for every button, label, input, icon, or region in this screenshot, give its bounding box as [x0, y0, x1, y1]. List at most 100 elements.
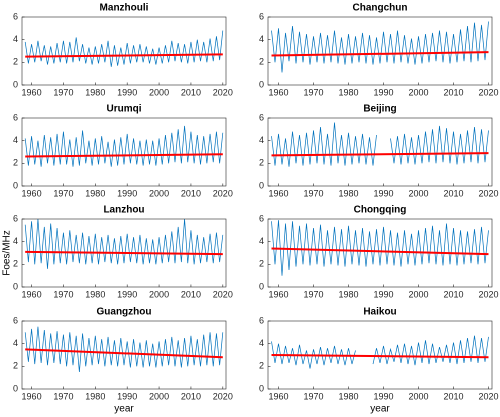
y-tick-label: 2: [13, 158, 18, 168]
x-tick-label: 2000: [149, 188, 169, 198]
x-tick-label: 2000: [408, 188, 428, 198]
x-tick-label: 1970: [303, 289, 323, 299]
y-tick-label: 4: [13, 236, 18, 246]
y-tick-label: 6: [259, 315, 264, 325]
y-tick-label: 6: [259, 112, 264, 122]
y-tick-label: 2: [13, 57, 18, 67]
y-tick-label: 0: [13, 383, 18, 393]
trend-line: [271, 354, 489, 359]
x-tick-label: 2020: [478, 87, 498, 97]
trend-line: [25, 348, 223, 359]
y-tick-label: 2: [259, 57, 264, 67]
panel-title: Lanzhou: [103, 205, 144, 216]
axes-box: [21, 218, 227, 288]
y-tick-label: 0: [13, 180, 18, 190]
y-tick-label: 4: [13, 34, 18, 44]
x-tick-label: 1980: [338, 87, 358, 97]
y-tick-label: 4: [259, 135, 264, 145]
x-tick-label: 2010: [443, 188, 463, 198]
x-tick-label: 1990: [373, 188, 393, 198]
trend-line: [271, 51, 489, 57]
y-tick-label: 0: [259, 180, 264, 190]
x-tick-label: 1970: [53, 87, 73, 97]
y-tick-label: 6: [13, 315, 18, 325]
x-tick-label: 1960: [268, 87, 288, 97]
x-tick-label: 2020: [213, 188, 233, 198]
plot-background: [268, 118, 492, 186]
y-tick-label: 6: [13, 213, 18, 223]
plot-background: [22, 118, 226, 186]
x-tick-label: 1980: [338, 289, 358, 299]
y-tick-label: 0: [259, 79, 264, 89]
plot-background: [268, 17, 492, 85]
x-tick-label: 1960: [22, 87, 42, 97]
y-tick-label: 4: [259, 236, 264, 246]
x-tick-label: 1970: [53, 289, 73, 299]
x-tick-label: 1980: [85, 391, 105, 401]
x-tick-label: 1960: [22, 289, 42, 299]
x-axis-label: year: [370, 404, 390, 415]
panel-title: Beijing: [363, 104, 396, 115]
x-tick-label: 1990: [373, 289, 393, 299]
y-tick-label: 6: [259, 11, 264, 21]
x-tick-label: 1990: [117, 188, 137, 198]
trend-line: [25, 250, 223, 256]
y-tick-label: 4: [259, 338, 264, 348]
x-tick-label: 1970: [303, 87, 323, 97]
x-tick-label: 1990: [373, 87, 393, 97]
trend-line: [271, 152, 489, 157]
x-tick-label: 2010: [181, 391, 201, 401]
x-tick-label: 2020: [478, 188, 498, 198]
x-tick-label: 1970: [53, 188, 73, 198]
panel-title: Urumqi: [107, 104, 142, 115]
x-tick-label: 1980: [338, 391, 358, 401]
y-tick-label: 0: [13, 281, 18, 291]
trend-line: [25, 53, 223, 58]
panel-title: Chongqing: [354, 205, 407, 216]
x-tick-label: 1990: [373, 391, 393, 401]
x-tick-label: 1960: [268, 188, 288, 198]
y-tick-label: 2: [13, 259, 18, 269]
x-tick-label: 1960: [268, 289, 288, 299]
x-tick-label: 2000: [149, 87, 169, 97]
x-tick-label: 2000: [149, 289, 169, 299]
x-tick-label: 1960: [22, 188, 42, 198]
y-tick-label: 2: [13, 361, 18, 371]
x-tick-label: 2010: [443, 391, 463, 401]
panel-title: Changchun: [353, 3, 408, 14]
x-tick-label: 1990: [117, 87, 137, 97]
x-tick-label: 2000: [408, 289, 428, 299]
axes-box: [267, 320, 493, 390]
data-line: [24, 326, 224, 373]
trend-line: [25, 153, 223, 158]
x-tick-label: 2010: [443, 87, 463, 97]
x-tick-label: 2000: [408, 391, 428, 401]
x-tick-label: 1970: [53, 391, 73, 401]
y-tick-label: 0: [259, 281, 264, 291]
x-tick-label: 1980: [85, 289, 105, 299]
axes-box: [267, 16, 493, 86]
x-tick-label: 1970: [303, 188, 323, 198]
x-tick-label: 1990: [117, 289, 137, 299]
plot-background: [22, 321, 226, 389]
panel-title: Guangzhou: [97, 307, 152, 318]
x-tick-label: 2010: [181, 289, 201, 299]
data-line: [271, 220, 489, 276]
panel-title: Manzhouli: [100, 3, 149, 14]
y-tick-label: 6: [259, 213, 264, 223]
x-tick-label: 2020: [213, 289, 233, 299]
x-tick-label: 2010: [181, 87, 201, 97]
axes-box: [21, 16, 227, 86]
y-tick-label: 4: [259, 34, 264, 44]
y-tick-label: 0: [13, 79, 18, 89]
x-tick-label: 2000: [149, 391, 169, 401]
axes-box: [267, 117, 493, 187]
x-tick-label: 1980: [338, 188, 358, 198]
x-tick-label: 2000: [408, 87, 428, 97]
data-line: [24, 125, 224, 167]
y-tick-label: 6: [13, 11, 18, 21]
x-tick-label: 1990: [117, 391, 137, 401]
x-tick-label: 2010: [443, 289, 463, 299]
y-tick-label: 6: [13, 112, 18, 122]
